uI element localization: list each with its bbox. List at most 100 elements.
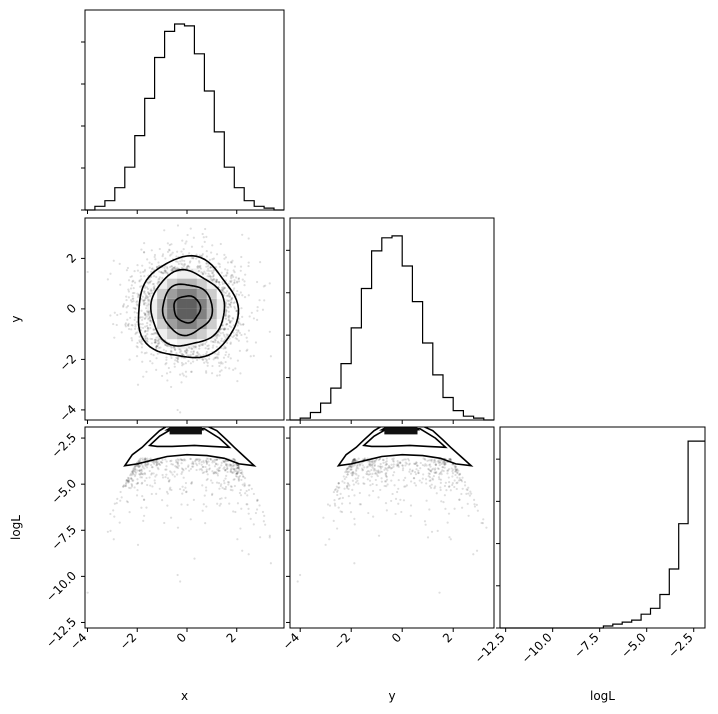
scatter-point bbox=[180, 350, 183, 353]
scatter-point bbox=[201, 232, 204, 236]
scatter-point bbox=[147, 310, 150, 314]
scatter-point bbox=[144, 334, 148, 337]
scatter-point bbox=[129, 275, 132, 279]
scatter-point bbox=[377, 470, 380, 473]
scatter-point bbox=[216, 353, 219, 356]
scatter-point bbox=[155, 345, 158, 349]
scatter-point bbox=[204, 486, 208, 489]
density-peak bbox=[169, 427, 202, 435]
scatter-point bbox=[258, 504, 261, 507]
scatter-point bbox=[136, 346, 139, 349]
scatter-point bbox=[351, 460, 355, 463]
scatter-point bbox=[465, 488, 468, 491]
scatter-point bbox=[224, 496, 227, 499]
scatter-point bbox=[394, 512, 397, 516]
scatter-point bbox=[442, 469, 445, 473]
scatter-point bbox=[130, 337, 133, 340]
scatter-point bbox=[202, 354, 205, 357]
scatter-point bbox=[366, 465, 370, 468]
scatter-point bbox=[393, 471, 396, 474]
scatter-point bbox=[346, 473, 349, 476]
scatter-point bbox=[144, 457, 147, 460]
scatter-point bbox=[157, 280, 161, 283]
scatter-point bbox=[220, 337, 223, 340]
scatter-point bbox=[235, 280, 239, 283]
scatter-point bbox=[127, 481, 130, 484]
scatter-point bbox=[371, 472, 374, 476]
scatter-point bbox=[397, 487, 400, 490]
scatter-point bbox=[146, 326, 150, 330]
scatter-point bbox=[235, 334, 239, 337]
scatter-point bbox=[148, 317, 151, 320]
scatter-point bbox=[238, 317, 241, 321]
scatter-point bbox=[144, 329, 147, 333]
scatter-point bbox=[137, 460, 140, 463]
scatter-point bbox=[451, 472, 455, 475]
scatter-point bbox=[226, 470, 229, 474]
scatter-point bbox=[408, 462, 411, 465]
scatter-point bbox=[238, 491, 241, 495]
x-tick-label: −12.5 bbox=[472, 630, 508, 666]
scatter-point bbox=[224, 366, 227, 369]
scatter-point bbox=[217, 469, 220, 472]
scatter-point bbox=[144, 301, 147, 305]
scatter-point bbox=[348, 465, 351, 468]
scatter-point bbox=[163, 269, 166, 272]
scatter-point bbox=[243, 482, 246, 485]
scatter-point bbox=[358, 503, 361, 506]
scatter-point bbox=[429, 465, 432, 468]
scatter-point bbox=[149, 319, 152, 322]
scatter-point bbox=[199, 458, 202, 462]
scatter-point bbox=[136, 269, 140, 272]
x-axis-label-x: x bbox=[181, 689, 188, 703]
histogram-logL bbox=[500, 440, 705, 629]
scatter-point bbox=[149, 457, 152, 460]
scatter-point bbox=[399, 461, 402, 465]
scatter-point bbox=[228, 325, 231, 328]
scatter-point bbox=[245, 503, 248, 506]
scatter-point bbox=[196, 458, 199, 461]
scatter-point bbox=[155, 461, 158, 464]
scatter-point bbox=[155, 265, 159, 268]
scatter-point bbox=[155, 345, 158, 348]
scatter-point bbox=[170, 459, 173, 462]
scatter-point bbox=[236, 359, 240, 362]
scatter-point bbox=[229, 321, 232, 324]
scatter-point bbox=[140, 470, 143, 473]
scatter-point bbox=[381, 458, 385, 462]
scatter-point bbox=[211, 461, 214, 464]
scatter-point bbox=[241, 278, 244, 281]
scatter-point bbox=[155, 357, 158, 360]
scatter-point bbox=[135, 331, 138, 334]
scatter-point bbox=[197, 352, 200, 356]
scatter-point bbox=[176, 473, 179, 476]
scatter-point bbox=[184, 362, 187, 365]
scatter-point bbox=[428, 469, 432, 472]
scatter-point bbox=[351, 472, 354, 475]
scatter-point bbox=[429, 479, 432, 482]
scatter-point bbox=[150, 466, 154, 469]
density-cell bbox=[167, 288, 178, 299]
scatter-point bbox=[241, 294, 244, 297]
scatter-point bbox=[113, 311, 116, 314]
scatter-point bbox=[417, 471, 420, 475]
scatter-point bbox=[217, 340, 220, 343]
scatter-point bbox=[125, 295, 128, 298]
scatter-point bbox=[146, 296, 149, 299]
scatter-point bbox=[411, 469, 414, 472]
scatter-point bbox=[138, 340, 142, 344]
scatter-point bbox=[252, 354, 255, 357]
scatter-point bbox=[386, 466, 389, 469]
scatter-point bbox=[136, 482, 139, 485]
scatter-point bbox=[127, 479, 130, 482]
scatter-point bbox=[144, 336, 147, 339]
scatter-point bbox=[199, 267, 203, 270]
density-cell bbox=[177, 308, 187, 319]
scatter-point bbox=[173, 346, 176, 349]
scatter-point bbox=[153, 287, 156, 290]
scatter-point bbox=[133, 465, 136, 468]
scatter-point bbox=[176, 360, 180, 364]
scatter-point bbox=[224, 268, 227, 271]
scatter-point bbox=[202, 461, 205, 464]
scatter-point bbox=[404, 461, 407, 464]
